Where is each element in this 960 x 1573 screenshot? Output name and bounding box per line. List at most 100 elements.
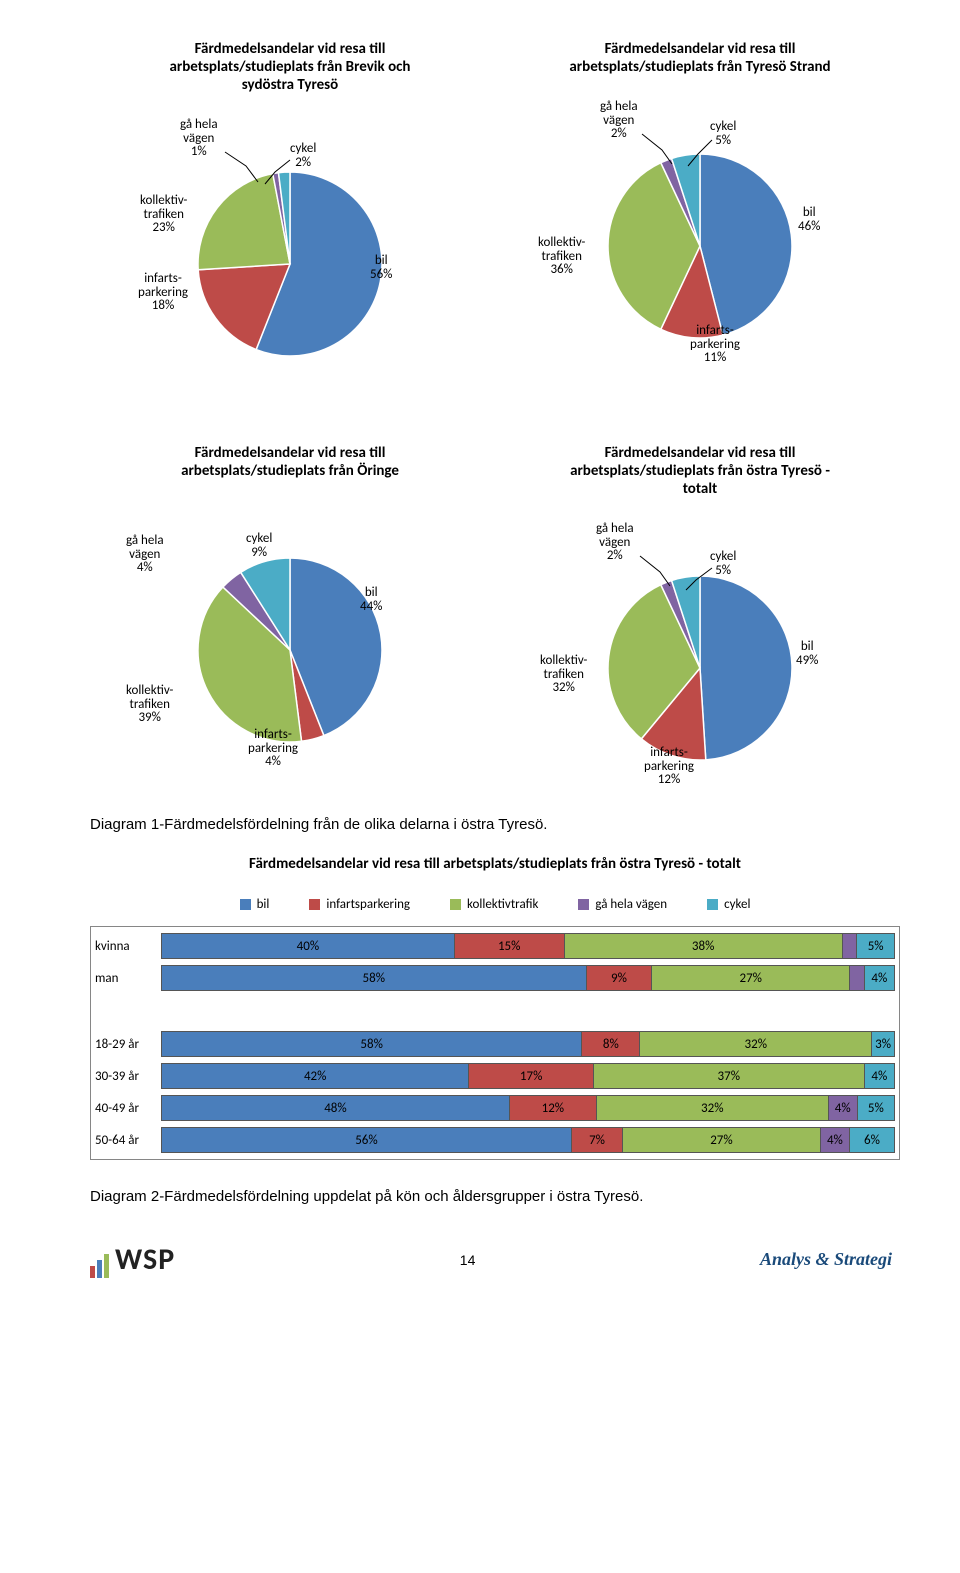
pie-label-kollektivtrafik: kollektiv- trafiken 32% xyxy=(540,654,587,695)
pie-label-ga_hela_vagen: gå hela vägen 2% xyxy=(600,100,638,141)
bar-segment-infartsparkering: 12% xyxy=(510,1096,597,1120)
legend-swatch xyxy=(309,899,320,910)
legend-label: bil xyxy=(257,897,270,912)
bar-category-label: 18-29 år xyxy=(91,1037,161,1052)
bar-segment-bil: 40% xyxy=(162,934,455,958)
pie-label-kollektivtrafik: kollektiv- trafiken 23% xyxy=(140,194,187,235)
bar-row: kvinna40%15%38% 5% xyxy=(91,931,895,961)
bar-chart-title: Färdmedelsandelar vid resa till arbetspl… xyxy=(90,855,900,873)
pie-title: Färdmedelsandelar vid resa till arbetspl… xyxy=(170,40,411,94)
legend-label: infartsparkering xyxy=(326,897,410,912)
pie-label-ga_hela_vagen: gå hela vägen 1% xyxy=(180,118,218,159)
pie-label-ga_hela_vagen: gå hela vägen 2% xyxy=(596,522,634,563)
bar-segment-cykel: 5% xyxy=(857,934,894,958)
bar-segment-infartsparkering: 17% xyxy=(469,1064,593,1088)
bar-track: 48%12%32%4%5% xyxy=(161,1095,895,1121)
bar-segment-kollektivtrafik: 37% xyxy=(594,1064,865,1088)
bar-segment-bil: 56% xyxy=(162,1128,572,1152)
bar-segment-kollektivtrafik: 32% xyxy=(640,1032,872,1056)
bar-segment-kollektivtrafik: 38% xyxy=(565,934,843,958)
pie-chart-1: Färdmedelsandelar vid resa till arbetspl… xyxy=(500,40,900,384)
bar-segment-bil: 42% xyxy=(162,1064,469,1088)
bar-segment-bil: 48% xyxy=(162,1096,510,1120)
bar-track: 58%8%32%3% xyxy=(161,1031,895,1057)
legend-item-kollektivtrafik: kollektivtrafik xyxy=(450,897,538,912)
wsp-logo: WSP xyxy=(90,1241,175,1278)
bar-segment-kollektivtrafik: 27% xyxy=(652,966,850,990)
diagram-2-caption: Diagram 2-Färdmedelsfördelning uppdelat … xyxy=(90,1188,900,1205)
legend-item-bil: bil xyxy=(240,897,270,912)
pie-label-infartsparkering: infarts- parkering 12% xyxy=(644,746,694,787)
bar-segment-cykel: 3% xyxy=(872,1032,894,1056)
pie-label-infartsparkering: infarts- parkering 18% xyxy=(138,272,188,313)
logo-bar xyxy=(90,1266,95,1278)
bar-segment-infartsparkering: 9% xyxy=(587,966,653,990)
bar-segment-cykel: 4% xyxy=(865,1064,894,1088)
analys-strategi-label: Analys & Strategi xyxy=(760,1249,892,1270)
bar-segment-infartsparkering: 8% xyxy=(582,1032,640,1056)
bar-row: 30-39 år42%17%37%4% xyxy=(91,1061,895,1091)
pie-label-bil: bil 49% xyxy=(796,640,818,667)
legend-label: gå hela vägen xyxy=(595,897,667,912)
bar-chart-body: kvinna40%15%38%5%man58%9%27%4%18-29 år58… xyxy=(90,926,900,1160)
legend-item-ga_hela_vagen: gå hela vägen xyxy=(578,897,667,912)
bar-row: 40-49 år48%12%32%4%5% xyxy=(91,1093,895,1123)
pie-label-infartsparkering: infarts- parkering 11% xyxy=(690,324,740,365)
bar-segment-cykel: 6% xyxy=(850,1128,894,1152)
bar-segment-cykel: 4% xyxy=(865,966,894,990)
bar-segment-ga_hela_vagen xyxy=(850,966,865,990)
bar-segment-bil: 58% xyxy=(162,1032,582,1056)
legend-item-infartsparkering: infartsparkering xyxy=(309,897,410,912)
legend-item-cykel: cykel xyxy=(707,897,750,912)
pie-label-bil: bil 56% xyxy=(370,254,392,281)
bar-segment-bil: 58% xyxy=(162,966,587,990)
bar-segment-ga_hela_vagen xyxy=(843,934,858,958)
logo-bar xyxy=(104,1254,109,1278)
bar-category-label: man xyxy=(91,971,161,986)
pie-chart-2: Färdmedelsandelar vid resa till arbetspl… xyxy=(90,444,490,788)
pie-title: Färdmedelsandelar vid resa till arbetspl… xyxy=(569,40,830,76)
pie-label-cykel: cykel 5% xyxy=(710,550,736,577)
pie-label-cykel: cykel 9% xyxy=(246,532,272,559)
bar-segment-ga_hela_vagen: 4% xyxy=(821,1128,850,1152)
legend-swatch xyxy=(578,899,589,910)
legend-swatch xyxy=(450,899,461,910)
bar-row: 18-29 år58%8%32%3% xyxy=(91,1029,895,1059)
bar-track: 58%9%27% 4% xyxy=(161,965,895,991)
pie-label-kollektivtrafik: kollektiv- trafiken 36% xyxy=(538,236,585,277)
pie-chart-3: Färdmedelsandelar vid resa till arbetspl… xyxy=(500,444,900,788)
pie-label-infartsparkering: infarts- parkering 4% xyxy=(248,728,298,769)
pie-title: Färdmedelsandelar vid resa till arbetspl… xyxy=(181,444,399,480)
pie-chart-0: Färdmedelsandelar vid resa till arbetspl… xyxy=(90,40,490,384)
page-number: 14 xyxy=(460,1252,476,1268)
diagram-1-caption: Diagram 1-Färdmedelsfördelning från de o… xyxy=(90,816,900,833)
wsp-logo-text: WSP xyxy=(115,1241,175,1278)
bar-category-label: 40-49 år xyxy=(91,1101,161,1116)
bar-row: man58%9%27% 4% xyxy=(91,963,895,993)
pie-title: Färdmedelsandelar vid resa till arbetspl… xyxy=(570,444,830,498)
bar-segment-infartsparkering: 15% xyxy=(455,934,565,958)
legend-label: kollektivtrafik xyxy=(467,897,538,912)
pie-label-bil: bil 46% xyxy=(798,206,820,233)
bar-category-label: 50-64 år xyxy=(91,1133,161,1148)
bar-segment-kollektivtrafik: 32% xyxy=(597,1096,829,1120)
logo-bar xyxy=(97,1260,102,1278)
legend-swatch xyxy=(240,899,251,910)
bar-track: 56%7%27%4%6% xyxy=(161,1127,895,1153)
bar-category-label: kvinna xyxy=(91,939,161,954)
page-footer: WSP 14 Analys & Strategi xyxy=(90,1241,900,1288)
pie-slice-bil xyxy=(700,576,792,760)
pie-label-bil: bil 44% xyxy=(360,586,382,613)
pie-label-cykel: cykel 5% xyxy=(710,120,736,147)
pie-label-cykel: cykel 2% xyxy=(290,142,316,169)
bar-segment-kollektivtrafik: 27% xyxy=(623,1128,821,1152)
pie-label-kollektivtrafik: kollektiv- trafiken 39% xyxy=(126,684,173,725)
bar-segment-cykel: 5% xyxy=(858,1096,894,1120)
bar-track: 42%17%37%4% xyxy=(161,1063,895,1089)
bar-chart-legend: bil infartsparkering kollektivtrafik gå hel… xyxy=(90,897,900,912)
bar-segment-ga_hela_vagen: 4% xyxy=(829,1096,858,1120)
bar-track: 40%15%38% 5% xyxy=(161,933,895,959)
legend-swatch xyxy=(707,899,718,910)
bar-chart-section: Färdmedelsandelar vid resa till arbetspl… xyxy=(90,855,900,1160)
legend-label: cykel xyxy=(724,897,750,912)
